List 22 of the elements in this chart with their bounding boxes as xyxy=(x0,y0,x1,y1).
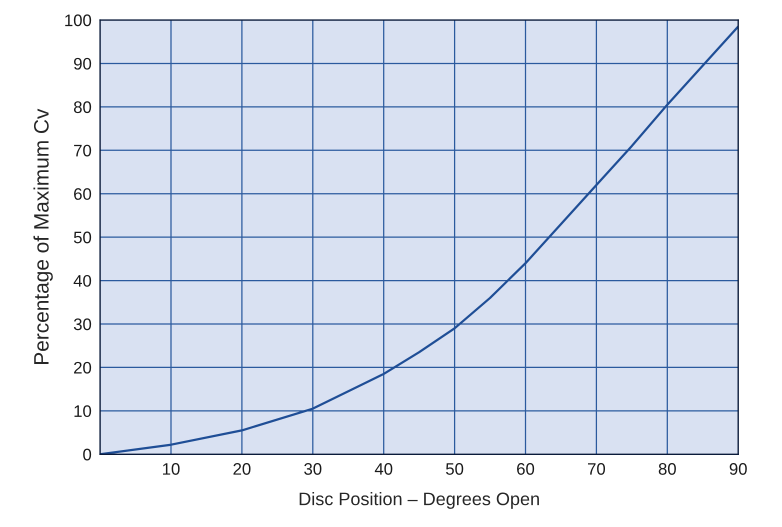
x-tick-label: 90 xyxy=(730,463,747,475)
y-tick-label: 90 xyxy=(74,58,92,70)
y-tick-label: 20 xyxy=(74,362,92,374)
x-tick-label: 20 xyxy=(233,463,251,475)
y-tick-label: 100 xyxy=(65,14,92,26)
x-tick-label: 60 xyxy=(517,463,534,475)
x-axis-title: Disc Position – Degrees Open xyxy=(300,492,539,509)
y-tick-label: 60 xyxy=(74,188,92,200)
y-tick-label: 0 xyxy=(83,448,92,460)
x-tick-label: 40 xyxy=(374,463,392,475)
y-tick-label: 70 xyxy=(74,144,92,157)
x-tick-label: 80 xyxy=(658,463,676,475)
y-tick-label: 40 xyxy=(74,274,92,287)
y-tick-label: 10 xyxy=(74,405,92,418)
y-tick-label: 50 xyxy=(74,232,92,244)
y-tick-label: 30 xyxy=(74,318,92,330)
x-tick-label: 50 xyxy=(446,463,464,475)
x-tick-label: 10 xyxy=(163,463,180,475)
x-tick-label: 30 xyxy=(304,463,322,475)
y-axis-title: Percentage of Maximum Cv xyxy=(33,108,53,364)
y-tick-label: 80 xyxy=(74,101,92,114)
x-tick-label: 70 xyxy=(588,463,606,475)
